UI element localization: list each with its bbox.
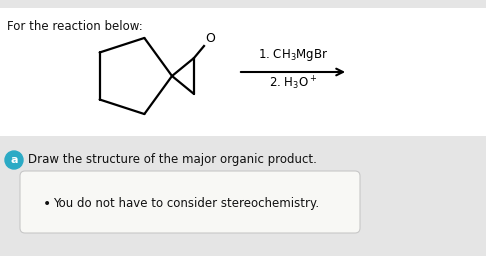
Text: •: • — [43, 197, 51, 211]
Text: 2. H$_3$O$^+$: 2. H$_3$O$^+$ — [269, 75, 317, 92]
Text: 1. CH$_3$MgBr: 1. CH$_3$MgBr — [258, 47, 328, 63]
Text: You do not have to consider stereochemistry.: You do not have to consider stereochemis… — [53, 197, 319, 210]
FancyBboxPatch shape — [0, 8, 486, 136]
Text: O: O — [205, 32, 215, 45]
Text: a: a — [10, 155, 18, 165]
Circle shape — [5, 151, 23, 169]
Text: Draw the structure of the major organic product.: Draw the structure of the major organic … — [28, 154, 317, 166]
FancyBboxPatch shape — [20, 171, 360, 233]
Text: For the reaction below:: For the reaction below: — [7, 20, 143, 33]
